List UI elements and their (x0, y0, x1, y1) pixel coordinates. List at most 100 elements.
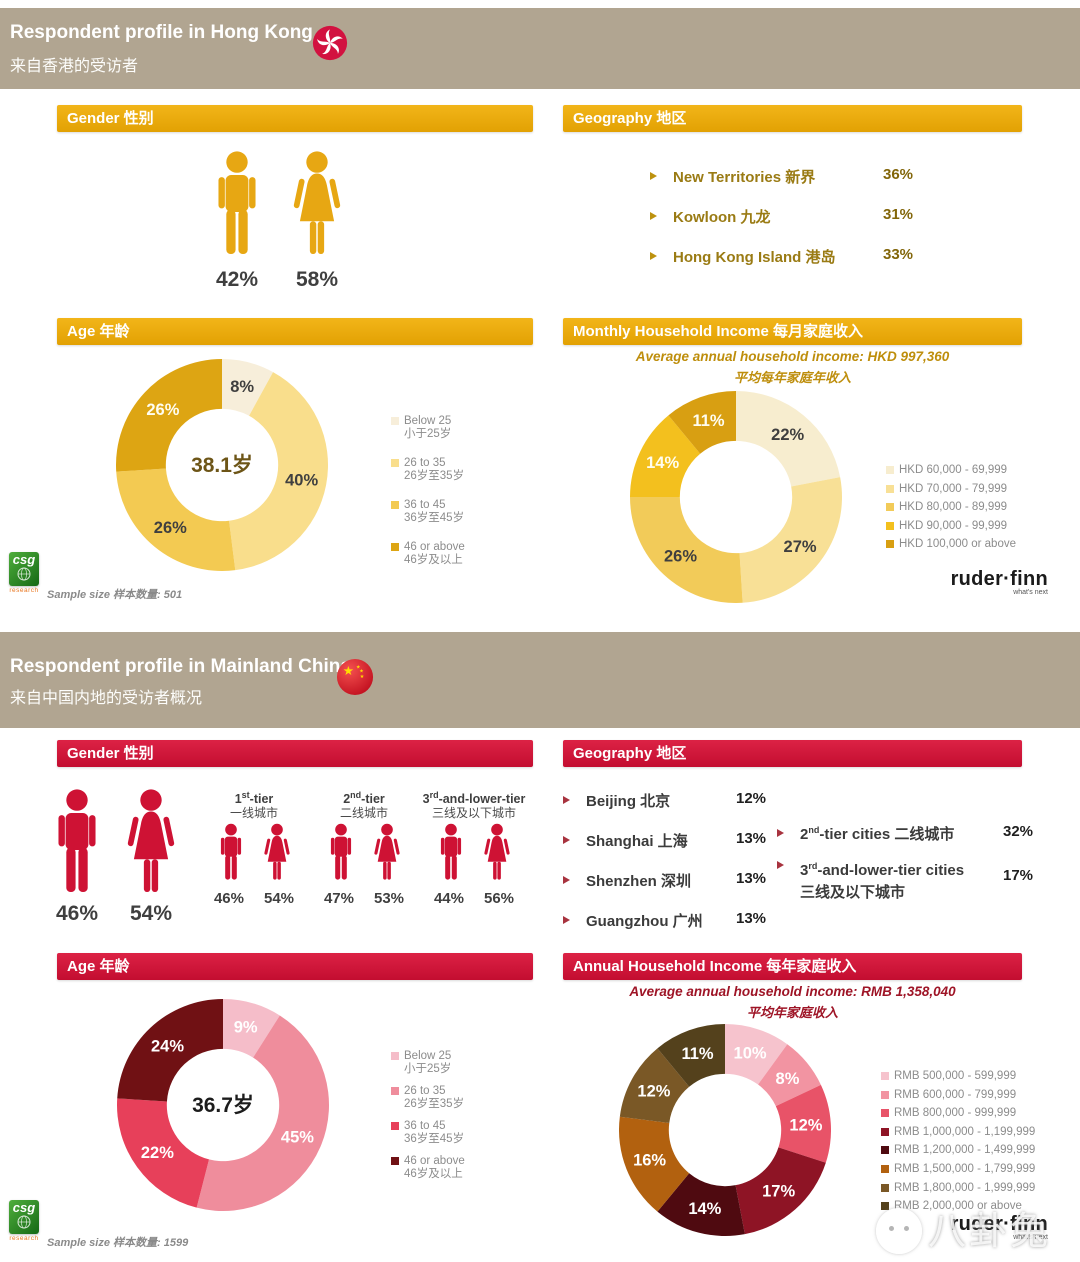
geo-value: 36% (883, 166, 914, 183)
legend-swatch (881, 1072, 889, 1080)
legend-swatch (881, 1183, 889, 1192)
legend-swatch (881, 1127, 889, 1136)
ruder-finn-logo: ruder·finn what's next (950, 568, 1048, 596)
hk_age-svg: 8% 40% 26% 26% 38.1岁 (116, 359, 328, 571)
donut-slice (116, 468, 236, 571)
cn-tier3-group: 3rd-and-lower-tier 三线及以下城市 44% 56% (422, 790, 526, 908)
female-icon (484, 823, 510, 880)
hk-income-average-en: Average annual household income: HKD 997… (635, 349, 950, 364)
arrow-bullet-icon (650, 212, 657, 220)
donut-slice (116, 359, 222, 472)
legend-item: 36 to 45 36岁至45岁 (391, 1120, 465, 1146)
hk-sample-size: Sample size 样本数量: 501 (47, 589, 183, 601)
slice-percent-label: 14% (646, 454, 679, 472)
cn-geo-city: Shenzhen 深圳 13% (563, 869, 813, 891)
geo-label: New Territories 新界 (673, 168, 816, 186)
legend-swatch (886, 521, 894, 530)
legend-item: HKD 70,000 - 79,999 (886, 483, 1016, 496)
hk-income-average-zh: 平均每年家庭年收入 (733, 370, 851, 385)
slice-percent-label: 17% (762, 1182, 795, 1200)
slice-percent-label: 12% (637, 1082, 670, 1100)
arrow-bullet-icon (563, 916, 570, 924)
cn-age-legend: Below 25 小于25岁 26 to 35 26岁至35岁 36 to 45 36… (391, 1050, 465, 1190)
legend-item: HKD 100,000 or above (886, 538, 1016, 551)
hong-kong-flag-icon (312, 25, 348, 61)
hk-geo-item: Hong Kong Island 港岛 33% (650, 245, 980, 267)
slice-percent-label: 14% (688, 1200, 721, 1218)
slice-percent-label: 26% (154, 519, 187, 537)
female-icon (264, 823, 290, 880)
slice-percent-label: 8% (230, 378, 254, 396)
donut-slice (619, 1116, 690, 1212)
slice-percent-label: 26% (664, 548, 697, 566)
cn-geo-tier: 3rd-and-lower-tier cities 三线及以下城市 17% (777, 855, 1042, 904)
slice-percent-label: 45% (281, 1129, 314, 1147)
hk-income-header-bar: Monthly Household Income 每月家庭收入 (563, 318, 1022, 345)
arrow-bullet-icon (563, 836, 570, 844)
legend-item: RMB 1,000,000 - 1,199,999 (881, 1126, 1035, 1139)
donut-slice (619, 1048, 690, 1123)
hk-title-en: Respondent profile in Hong Kong (10, 22, 313, 43)
legend-swatch (881, 1146, 889, 1155)
cn_age-svg: 9% 45% 22% 24% 36.7岁 (117, 999, 330, 1211)
donut-center-label: 38.1岁 (191, 453, 253, 477)
donut-slice (758, 1044, 821, 1107)
donut-center-label: 36.7岁 (192, 1093, 254, 1117)
donut-slice (775, 1084, 831, 1163)
legend-swatch (886, 540, 894, 549)
donut-slice (630, 497, 743, 603)
cn-female-percent: 54% (129, 902, 173, 925)
legend-swatch (881, 1202, 889, 1211)
legend-swatch (391, 1052, 399, 1060)
slice-percent-label: 22% (771, 426, 804, 444)
hk-geo-item: New Territories 新界 36% (650, 165, 980, 187)
legend-swatch (391, 1122, 399, 1130)
svg-text:★: ★ (359, 669, 364, 675)
hk-male-percent: 42% (215, 268, 259, 291)
hk_income-svg: 22% 27% 26% 14% 11% (630, 391, 842, 603)
legend-item: HKD 90,000 - 99,999 (886, 520, 1016, 533)
slice-percent-label: 24% (151, 1037, 184, 1055)
legend-swatch (881, 1164, 889, 1173)
slice-percent-label: 16% (633, 1151, 666, 1169)
tier-female-percent: 54% (264, 890, 295, 908)
tier-male-percent: 44% (433, 890, 464, 908)
legend-swatch (881, 1090, 889, 1099)
arrow-bullet-icon (777, 861, 784, 869)
hk-income-legend: HKD 60,000 - 69,999 HKD 70,000 - 79,999 … (886, 464, 1016, 557)
cn-income-legend: RMB 500,000 - 599,999 RMB 600,000 - 799,… (881, 1070, 1035, 1219)
legend-item: 26 to 35 26岁至35岁 (391, 457, 465, 483)
legend-item: 46 or above 46岁及以上 (391, 1155, 465, 1181)
tier-female-percent: 53% (374, 890, 405, 908)
male-icon (205, 150, 269, 264)
china-flag-icon: ★ ★ ★ ★ (336, 658, 374, 696)
donut-slice (223, 999, 280, 1058)
slice-percent-label: 12% (789, 1116, 822, 1134)
cn-geo-city: Beijing 北京 12% (563, 789, 813, 811)
csg-research-logo: csg research (9, 552, 39, 594)
cn-income-average-zh: 平均年家庭收入 (746, 1005, 838, 1020)
donut-slice (630, 415, 701, 497)
tier-male-percent: 46% (213, 890, 244, 908)
slice-percent-label: 11% (692, 412, 724, 430)
legend-item: RMB 1,500,000 - 1,799,999 (881, 1163, 1035, 1176)
cn_income-svg: 10% 8% 12% 17% 14% 16% 12% 11% (619, 1024, 831, 1236)
legend-swatch (391, 417, 399, 425)
svg-text:★: ★ (360, 674, 365, 680)
legend-item: Below 25 小于25岁 (391, 1050, 465, 1076)
hk-age-donut-chart: 8% 40% 26% 26% 38.1岁 (116, 359, 328, 576)
cn-title-en: Respondent profile in Mainland China (10, 656, 351, 677)
cn-age-donut-chart: 9% 45% 22% 24% 36.7岁 (117, 999, 330, 1216)
legend-item: HKD 60,000 - 69,999 (886, 464, 1016, 477)
slice-percent-label: 9% (234, 1019, 258, 1037)
legend-item: RMB 500,000 - 599,999 (881, 1070, 1035, 1083)
donut-slice (222, 359, 274, 416)
legend-item: RMB 800,000 - 999,999 (881, 1107, 1035, 1120)
female-icon (118, 788, 184, 902)
hk-section-header: Respondent profile in Hong Kong 来自香港的受访者 (0, 8, 1080, 89)
legend-swatch (391, 1087, 399, 1095)
legend-item: RMB 600,000 - 799,999 (881, 1089, 1035, 1102)
cn-age-header-bar: Age 年龄 (57, 953, 533, 980)
hk-title-zh: 来自香港的受访者 (10, 58, 139, 75)
